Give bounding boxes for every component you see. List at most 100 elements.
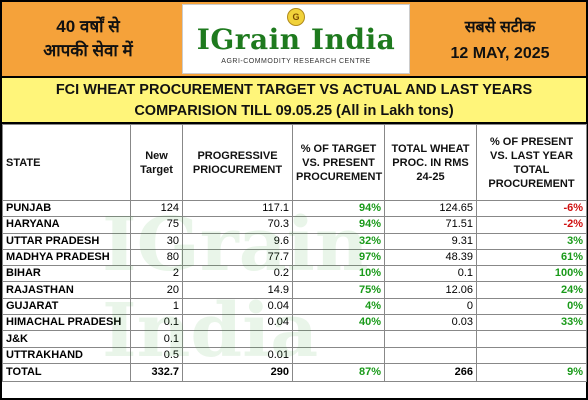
cell-progressive: 117.1	[182, 199, 293, 218]
tagline-left-line1: 40 वर्षों से	[56, 17, 120, 36]
cell-pct-target: 87%	[292, 362, 385, 382]
table-row: GUJARAT 1 0.04 4% 0 0%	[2, 297, 587, 316]
col-header-pct-target: % OF TARGET VS. PRESENT PROCUREMENT	[292, 124, 385, 201]
cell-pct-last: -6%	[476, 199, 587, 218]
col-header-state: STATE	[2, 124, 131, 201]
cell-pct-target: 40%	[292, 314, 385, 332]
cell-pct-last: 100%	[476, 265, 587, 283]
logo-tagline: AGRI-COMMODITY RESEARCH CENTRE	[221, 58, 371, 65]
cell-progressive: 0.2	[182, 265, 293, 283]
cell-pct-target	[292, 330, 385, 348]
cell-state: RAJASTHAN	[2, 281, 131, 299]
cell-pct-last: 33%	[476, 314, 587, 332]
cell-pct-last: 24%	[476, 281, 587, 299]
cell-target: 80	[130, 248, 183, 267]
cell-target: 2	[130, 265, 183, 283]
procurement-table: STATE New Target PROGRESSIVE PRIOCUREMEN…	[2, 124, 587, 382]
table-header-row: STATE New Target PROGRESSIVE PRIOCUREMEN…	[2, 124, 587, 201]
cell-target: 332.7	[130, 362, 183, 382]
report-date: 12 MAY, 2025	[450, 45, 550, 62]
cell-state: GUJARAT	[2, 297, 131, 316]
cell-pct-target: 94%	[292, 216, 385, 234]
logo-name: IGrain India	[196, 23, 396, 56]
cell-state: UTTRAKHAND	[2, 346, 131, 364]
cell-state: BIHAR	[2, 265, 131, 283]
cell-target: 0.1	[130, 330, 183, 348]
cell-total-rms: 9.31	[384, 232, 477, 250]
table-row: MADHYA PRADESH 80 77.7 97% 48.39 61%	[2, 248, 587, 267]
cell-state: PUNJAB	[2, 199, 131, 218]
cell-state: HIMACHAL PRADESH	[2, 314, 131, 332]
cell-pct-last: -2%	[476, 216, 587, 234]
col-header-progressive: PROGRESSIVE PRIOCUREMENT	[182, 124, 293, 201]
col-header-total-rms: TOTAL WHEAT PROC. IN RMS 24-25	[384, 124, 477, 201]
cell-target: 0.5	[130, 346, 183, 364]
cell-progressive: 0.04	[182, 297, 293, 316]
table-row: HARYANA 75 70.3 94% 71.51 -2%	[2, 216, 587, 234]
tagline-right: सबसे सटीक 12 MAY, 2025	[420, 10, 580, 68]
table-row: RAJASTHAN 20 14.9 75% 12.06 24%	[2, 281, 587, 299]
cell-pct-target: 97%	[292, 248, 385, 267]
tagline-left: 40 वर्षों से आपकी सेवा में	[8, 10, 168, 68]
cell-total-rms: 0.03	[384, 314, 477, 332]
cell-progressive: 0.04	[182, 314, 293, 332]
col-header-pct-last: % OF PRESENT VS. LAST YEAR TOTAL PROCURE…	[476, 124, 587, 201]
cell-progressive: 0.01	[182, 346, 293, 364]
cell-pct-last	[476, 330, 587, 348]
table-row: UTTAR PRADESH 30 9.6 32% 9.31 3%	[2, 232, 587, 250]
tagline-right-line1: सबसे सटीक	[464, 19, 536, 36]
cell-total-rms: 0.1	[384, 265, 477, 283]
cell-pct-last: 3%	[476, 232, 587, 250]
cell-progressive: 290	[182, 362, 293, 382]
cell-total-rms: 124.65	[384, 199, 477, 218]
grain-emblem-icon: G	[287, 8, 305, 26]
cell-pct-last: 9%	[476, 362, 587, 382]
cell-state: MADHYA PRADESH	[2, 248, 131, 267]
table-row: BIHAR 2 0.2 10% 0.1 100%	[2, 265, 587, 283]
cell-progressive: 77.7	[182, 248, 293, 267]
cell-pct-target: 10%	[292, 265, 385, 283]
cell-state: J&K	[2, 330, 131, 348]
col-header-target: New Target	[130, 124, 183, 201]
cell-total-rms	[384, 346, 477, 364]
cell-target: 30	[130, 232, 183, 250]
table-total-row: TOTAL 332.7 290 87% 266 9%	[2, 362, 587, 382]
cell-target: 1	[130, 297, 183, 316]
report-title-line2: COMPARISION TILL 09.05.25 (All in Lakh t…	[134, 103, 454, 119]
cell-total-rms: 266	[384, 362, 477, 382]
cell-pct-last	[476, 346, 587, 364]
cell-pct-target: 94%	[292, 199, 385, 218]
table-row: UTTRAKHAND 0.5 0.01	[2, 346, 587, 364]
cell-pct-last: 0%	[476, 297, 587, 316]
cell-total-rms	[384, 330, 477, 348]
table-body: PUNJAB 124 117.1 94% 124.65 -6% HARYANA 75 70.3 9…	[2, 199, 587, 382]
cell-state: UTTAR PRADESH	[2, 232, 131, 250]
cell-pct-target	[292, 346, 385, 364]
cell-pct-target: 32%	[292, 232, 385, 250]
cell-target: 20	[130, 281, 183, 299]
cell-total-rms: 48.39	[384, 248, 477, 267]
report-title: FCI WHEAT PROCUREMENT TARGET VS ACTUAL A…	[2, 78, 586, 124]
table-row: J&K 0.1	[2, 330, 587, 348]
cell-total-rms: 0	[384, 297, 477, 316]
table-row: PUNJAB 124 117.1 94% 124.65 -6%	[2, 199, 587, 218]
table-row: HIMACHAL PRADESH 0.1 0.04 40% 0.03 33%	[2, 314, 587, 332]
cell-state: TOTAL	[2, 362, 131, 382]
cell-target: 124	[130, 199, 183, 218]
cell-progressive	[182, 330, 293, 348]
cell-pct-last: 61%	[476, 248, 587, 267]
cell-target: 0.1	[130, 314, 183, 332]
cell-target: 75	[130, 216, 183, 234]
cell-progressive: 9.6	[182, 232, 293, 250]
cell-total-rms: 71.51	[384, 216, 477, 234]
cell-pct-target: 75%	[292, 281, 385, 299]
report-title-line1: FCI WHEAT PROCUREMENT TARGET VS ACTUAL A…	[55, 82, 533, 98]
igrain-logo: G IGrain India AGRI-COMMODITY RESEARCH C…	[182, 4, 410, 74]
cell-pct-target: 4%	[292, 297, 385, 316]
cell-progressive: 14.9	[182, 281, 293, 299]
tagline-left-line2: आपकी सेवा में	[43, 41, 133, 60]
cell-progressive: 70.3	[182, 216, 293, 234]
cell-state: HARYANA	[2, 216, 131, 234]
cell-total-rms: 12.06	[384, 281, 477, 299]
